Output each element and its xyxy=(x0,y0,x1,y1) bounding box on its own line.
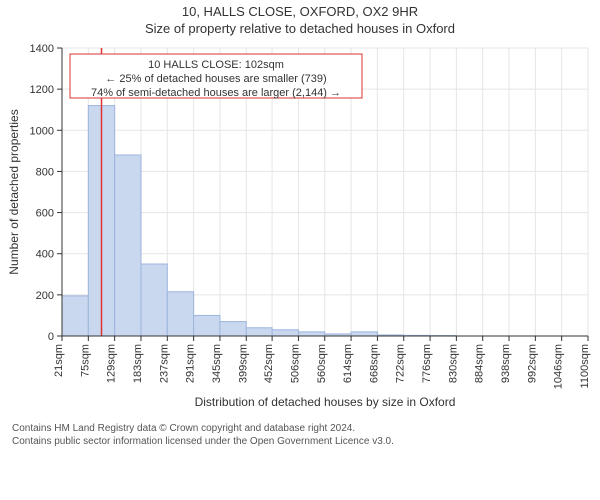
bar xyxy=(220,322,246,336)
y-tick-label: 1200 xyxy=(30,84,54,96)
y-tick-label: 600 xyxy=(36,208,54,220)
annotation-line: 10 HALLS CLOSE: 102sqm xyxy=(148,59,284,71)
title-main: 10, HALLS CLOSE, OXFORD, OX2 9HR xyxy=(0,4,600,19)
x-tick-label: 21sqm xyxy=(53,344,65,377)
y-tick-label: 1400 xyxy=(30,43,54,55)
annotation-line: ← 25% of detached houses are smaller (73… xyxy=(105,73,326,85)
x-tick-label: 183sqm xyxy=(132,344,144,383)
x-tick-label: 291sqm xyxy=(185,344,197,383)
x-tick-label: 884sqm xyxy=(474,344,486,383)
bar xyxy=(351,332,377,336)
footer-line-2: Contains public sector information licen… xyxy=(12,435,588,448)
x-axis-label: Distribution of detached houses by size … xyxy=(195,395,456,409)
x-tick-label: 1046sqm xyxy=(553,344,565,389)
bar xyxy=(62,296,88,336)
y-axis-label: Number of detached properties xyxy=(7,109,21,274)
annotation-line: 74% of semi-detached houses are larger (… xyxy=(91,87,341,99)
chart-container: 0 200 400 600 800 1000 1200 1400 21sqm 75sqm 129sq… xyxy=(0,36,600,416)
histogram-chart: 0 200 400 600 800 1000 1200 1400 21sqm 75sqm 129sq… xyxy=(0,36,600,416)
x-tick-label: 399sqm xyxy=(237,344,249,383)
x-tick-label: 560sqm xyxy=(316,344,328,383)
x-tick-label: 345sqm xyxy=(211,344,223,383)
bar xyxy=(298,332,324,336)
x-tick-label: 75sqm xyxy=(79,344,91,377)
footer-attribution: Contains HM Land Registry data © Crown c… xyxy=(12,422,588,448)
y-tick-label: 0 xyxy=(48,331,54,343)
chart-titles: 10, HALLS CLOSE, OXFORD, OX2 9HR Size of… xyxy=(0,4,600,36)
y-tick-label: 1000 xyxy=(30,125,54,137)
bar xyxy=(141,264,167,336)
x-tick-label: 452sqm xyxy=(263,344,275,383)
bar xyxy=(194,315,220,336)
x-tick-label: 722sqm xyxy=(395,344,407,383)
y-tick-label: 200 xyxy=(36,290,54,302)
x-tick-label: 992sqm xyxy=(526,344,538,383)
annotation: 10 HALLS CLOSE: 102sqm ← 25% of detached … xyxy=(70,54,362,99)
x-tick-label: 614sqm xyxy=(342,344,354,383)
x-tick-label: 129sqm xyxy=(106,344,118,383)
bar xyxy=(246,328,272,336)
x-tick-label: 776sqm xyxy=(421,344,433,383)
x-tick-label: 1100sqm xyxy=(579,344,591,388)
x-tick-label: 506sqm xyxy=(289,344,301,383)
footer-line-1: Contains HM Land Registry data © Crown c… xyxy=(12,422,588,435)
x-tick-label: 830sqm xyxy=(447,344,459,383)
title-sub: Size of property relative to detached ho… xyxy=(0,21,600,36)
x-tick-label: 668sqm xyxy=(368,344,380,383)
y-tick-label: 800 xyxy=(36,166,54,178)
bar xyxy=(167,292,193,336)
y-tick-label: 400 xyxy=(36,249,54,261)
x-tick-label: 237sqm xyxy=(158,344,170,383)
bar xyxy=(272,330,298,336)
x-tick-label: 938sqm xyxy=(500,344,512,383)
bar xyxy=(115,155,141,336)
